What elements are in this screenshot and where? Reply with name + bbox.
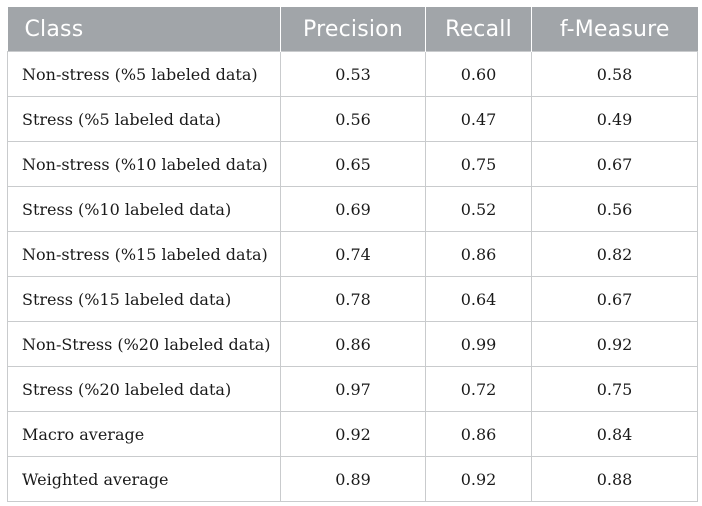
table-row: Non-stress (%15 labeled data) 0.74 0.86 …: [7, 231, 698, 277]
cell-precision: 0.65: [280, 141, 426, 187]
table-row: Non-stress (%10 labeled data) 0.65 0.75 …: [7, 141, 698, 187]
cell-precision: 0.92: [280, 411, 426, 457]
table-row: Stress (%20 labeled data) 0.97 0.72 0.75: [7, 366, 698, 412]
cell-recall: 0.92: [425, 456, 532, 502]
cell-f-measure: 0.88: [531, 456, 698, 502]
cell-recall: 0.86: [425, 231, 532, 277]
cell-precision: 0.53: [280, 51, 426, 97]
cell-f-measure: 0.67: [531, 276, 698, 322]
cell-f-measure: 0.82: [531, 231, 698, 277]
header-class: Class: [7, 7, 281, 52]
table-row: Non-stress (%5 labeled data) 0.53 0.60 0…: [7, 51, 698, 97]
table-row: Stress (%15 labeled data) 0.78 0.64 0.67: [7, 276, 698, 322]
cell-recall: 0.64: [425, 276, 532, 322]
cell-class: Non-stress (%10 labeled data): [7, 141, 281, 187]
header-f-measure: f-Measure: [531, 7, 698, 52]
cell-f-measure: 0.49: [531, 96, 698, 142]
cell-class: Non-stress (%5 labeled data): [7, 51, 281, 97]
results-table-container: Class Precision Recall f-Measure Non-str…: [7, 7, 698, 502]
cell-class: Non-Stress (%20 labeled data): [7, 321, 281, 367]
cell-f-measure: 0.67: [531, 141, 698, 187]
cell-class: Stress (%15 labeled data): [7, 276, 281, 322]
cell-precision: 0.56: [280, 96, 426, 142]
cell-f-measure: 0.56: [531, 186, 698, 232]
header-precision: Precision: [280, 7, 426, 52]
cell-class: Non-stress (%15 labeled data): [7, 231, 281, 277]
cell-class: Weighted average: [7, 456, 281, 502]
table-body: Non-stress (%5 labeled data) 0.53 0.60 0…: [7, 51, 698, 502]
cell-recall: 0.99: [425, 321, 532, 367]
cell-precision: 0.89: [280, 456, 426, 502]
cell-recall: 0.72: [425, 366, 532, 412]
cell-f-measure: 0.58: [531, 51, 698, 97]
cell-recall: 0.60: [425, 51, 532, 97]
cell-recall: 0.52: [425, 186, 532, 232]
cell-recall: 0.47: [425, 96, 532, 142]
cell-class: Stress (%5 labeled data): [7, 96, 281, 142]
table-row: Stress (%5 labeled data) 0.56 0.47 0.49: [7, 96, 698, 142]
cell-class: Stress (%20 labeled data): [7, 366, 281, 412]
cell-precision: 0.78: [280, 276, 426, 322]
cell-f-measure: 0.75: [531, 366, 698, 412]
table-row: Non-Stress (%20 labeled data) 0.86 0.99 …: [7, 321, 698, 367]
results-table: Class Precision Recall f-Measure Non-str…: [7, 7, 698, 502]
header-row: Class Precision Recall f-Measure: [7, 7, 698, 52]
cell-precision: 0.97: [280, 366, 426, 412]
cell-f-measure: 0.92: [531, 321, 698, 367]
cell-precision: 0.86: [280, 321, 426, 367]
cell-recall: 0.86: [425, 411, 532, 457]
cell-recall: 0.75: [425, 141, 532, 187]
cell-precision: 0.74: [280, 231, 426, 277]
cell-precision: 0.69: [280, 186, 426, 232]
table-row: Stress (%10 labeled data) 0.69 0.52 0.56: [7, 186, 698, 232]
cell-f-measure: 0.84: [531, 411, 698, 457]
table-header: Class Precision Recall f-Measure: [7, 7, 698, 52]
table-row: Weighted average 0.89 0.92 0.88: [7, 456, 698, 502]
header-recall: Recall: [425, 7, 532, 52]
table-row: Macro average 0.92 0.86 0.84: [7, 411, 698, 457]
cell-class: Stress (%10 labeled data): [7, 186, 281, 232]
cell-class: Macro average: [7, 411, 281, 457]
